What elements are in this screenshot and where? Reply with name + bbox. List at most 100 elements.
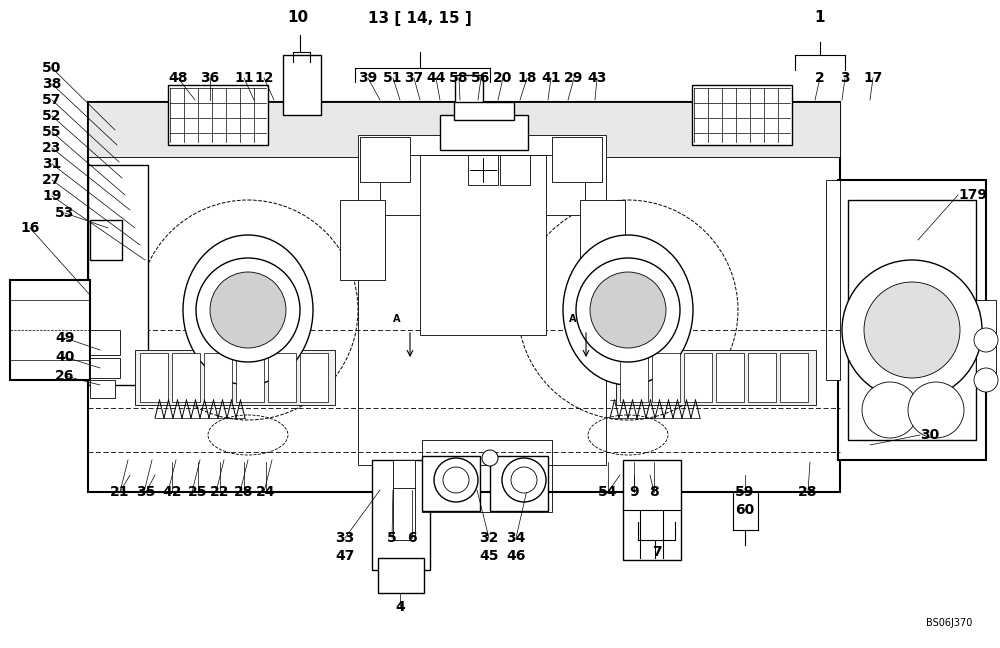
Bar	[358, 135, 606, 465]
Text: 50: 50	[42, 61, 62, 75]
Text: 42: 42	[162, 485, 182, 499]
Bar	[440, 115, 528, 150]
Text: 4: 4	[395, 600, 405, 614]
Bar	[455, 75, 483, 117]
Text: 19: 19	[42, 189, 62, 203]
Text: 20: 20	[493, 71, 513, 85]
Text: 8: 8	[649, 485, 659, 499]
Bar	[826, 180, 840, 380]
Text: 33: 33	[335, 531, 355, 545]
Text: 46: 46	[506, 549, 526, 563]
Text: 57: 57	[42, 93, 62, 107]
Text: 22: 22	[210, 485, 230, 499]
Bar	[716, 353, 744, 402]
Text: 54: 54	[598, 485, 618, 499]
Bar	[372, 460, 430, 570]
Bar	[135, 350, 335, 405]
Text: A: A	[569, 314, 577, 324]
Text: 5: 5	[387, 531, 397, 545]
Circle shape	[576, 258, 680, 362]
Bar	[90, 358, 120, 378]
Text: 12: 12	[254, 71, 274, 85]
Text: 30: 30	[920, 428, 939, 442]
Text: 179: 179	[958, 188, 987, 202]
Bar	[10, 280, 90, 380]
Text: 9: 9	[629, 485, 639, 499]
Text: 36: 36	[200, 71, 220, 85]
Bar	[623, 460, 681, 560]
Ellipse shape	[183, 235, 313, 385]
Text: 24: 24	[256, 485, 276, 499]
Text: 25: 25	[188, 485, 208, 499]
Text: 2: 2	[815, 71, 825, 85]
Text: 27: 27	[42, 173, 62, 187]
Circle shape	[864, 282, 960, 378]
Bar	[380, 155, 585, 215]
Bar	[838, 180, 986, 460]
Text: 7: 7	[652, 545, 662, 559]
Bar	[204, 353, 232, 402]
Text: 41: 41	[541, 71, 561, 85]
Bar	[420, 155, 546, 335]
Bar	[168, 85, 268, 145]
Bar	[90, 330, 120, 355]
Text: 58: 58	[449, 71, 469, 85]
Circle shape	[482, 450, 498, 466]
Circle shape	[590, 272, 666, 348]
Bar	[552, 137, 602, 182]
Text: 28: 28	[798, 485, 818, 499]
Text: 49: 49	[55, 331, 75, 345]
Bar	[422, 456, 480, 511]
Text: 37: 37	[404, 71, 424, 85]
Text: 51: 51	[383, 71, 403, 85]
Bar	[500, 155, 530, 185]
Bar	[88, 102, 840, 492]
Bar	[748, 353, 776, 402]
Ellipse shape	[563, 235, 693, 385]
Text: 43: 43	[587, 71, 607, 85]
Text: 6: 6	[407, 531, 417, 545]
Bar	[88, 102, 840, 157]
Text: 1: 1	[815, 10, 825, 25]
Bar	[652, 353, 680, 402]
Bar	[360, 137, 410, 182]
Bar	[283, 55, 321, 115]
Text: 35: 35	[136, 485, 156, 499]
Text: 39: 39	[358, 71, 378, 85]
Circle shape	[862, 382, 918, 438]
Circle shape	[974, 368, 998, 392]
Text: 13 [ 14, 15 ]: 13 [ 14, 15 ]	[368, 10, 472, 25]
Bar	[620, 353, 648, 402]
Circle shape	[842, 260, 982, 400]
Text: 23: 23	[42, 141, 62, 155]
Bar	[236, 353, 264, 402]
Text: 45: 45	[479, 549, 499, 563]
Text: 26: 26	[55, 369, 75, 383]
Bar	[692, 85, 792, 145]
Text: 52: 52	[42, 109, 62, 123]
Bar	[422, 440, 552, 512]
Text: 47: 47	[335, 549, 355, 563]
Text: 28: 28	[234, 485, 254, 499]
Text: 16: 16	[20, 221, 40, 235]
Bar	[393, 460, 415, 540]
Bar	[172, 353, 200, 402]
Text: 18: 18	[517, 71, 537, 85]
Bar	[848, 200, 976, 440]
Text: 44: 44	[426, 71, 446, 85]
Text: 38: 38	[42, 77, 62, 91]
Text: BS06J370: BS06J370	[926, 618, 972, 628]
Bar	[684, 353, 712, 402]
Bar	[490, 456, 548, 511]
Bar	[976, 300, 996, 380]
Text: 31: 31	[42, 157, 62, 171]
Circle shape	[196, 258, 300, 362]
Text: 17: 17	[863, 71, 883, 85]
Circle shape	[443, 467, 469, 493]
Text: 40: 40	[55, 350, 75, 364]
Circle shape	[502, 458, 546, 502]
Circle shape	[434, 458, 478, 502]
Circle shape	[908, 382, 964, 438]
Text: 21: 21	[110, 485, 130, 499]
Bar	[580, 200, 625, 280]
